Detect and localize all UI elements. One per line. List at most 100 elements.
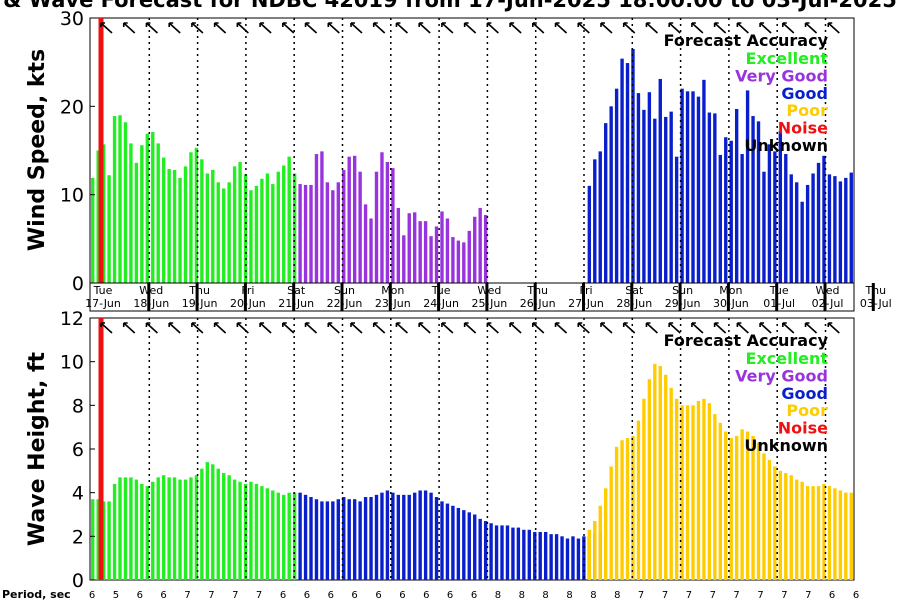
bar-excellent: [129, 477, 133, 580]
bar-excellent: [276, 171, 280, 283]
day-date: 23-Jun: [375, 297, 411, 310]
bar-excellent: [118, 477, 122, 580]
y-tick-label: 30: [60, 8, 84, 30]
bar-poor: [718, 422, 722, 580]
day-weekday: Wed: [139, 284, 163, 297]
bar-very-good: [374, 171, 379, 283]
wind-direction-arrow-icon: [327, 322, 340, 334]
bar-very-good: [336, 182, 340, 283]
bar-very-good: [429, 236, 433, 283]
period-value: 7: [781, 590, 787, 600]
wind-direction-arrow-icon: [327, 22, 340, 34]
bar-good: [336, 499, 340, 580]
day-date: 22-Jun: [327, 297, 363, 310]
bar-excellent: [96, 150, 100, 283]
wind-direction-arrow-icon: [759, 322, 772, 334]
bar-excellent: [189, 477, 193, 580]
bar-good: [762, 171, 766, 283]
bar-good: [795, 182, 799, 283]
bar-excellent: [107, 501, 111, 580]
bar-good: [342, 497, 346, 580]
day-date: 29-Jun: [665, 297, 701, 310]
bar-good: [434, 497, 439, 580]
bar-excellent: [222, 473, 226, 580]
wind-direction-arrow-icon: [418, 22, 431, 34]
bar-good: [538, 531, 542, 580]
wind-direction-arrow-icon: [372, 322, 386, 334]
bar-good: [827, 174, 832, 283]
bar-good: [800, 201, 804, 283]
wind-direction-arrow-icon: [441, 322, 454, 334]
period-row: Period, sec 6 5 6 6 7 7 7 7 6 6 6 6 6 6 6 6 6 8 8 8 8 8 8 7 7 7 7 7…: [2, 588, 859, 600]
bar-good: [467, 512, 471, 580]
day-separator: [871, 283, 875, 311]
wind-direction-arrow-icon: [282, 22, 295, 34]
bar-very-good: [396, 207, 401, 283]
bar-very-good: [320, 151, 324, 283]
bar-poor: [800, 481, 804, 580]
bar-good: [713, 113, 717, 284]
bar-good: [549, 534, 553, 580]
day-date: 25-Jun: [472, 297, 508, 310]
bar-excellent: [134, 479, 139, 580]
day-separator: [533, 283, 537, 311]
wind-direction-arrow-icon: [191, 22, 204, 34]
bar-excellent: [254, 185, 259, 283]
bar-very-good: [331, 190, 335, 283]
bar-good: [533, 531, 537, 580]
bar-good: [369, 497, 373, 580]
period-value: 8: [542, 590, 548, 600]
bar-good: [462, 510, 466, 580]
day-date: 19-Jun: [182, 297, 218, 310]
bar-excellent: [205, 462, 210, 580]
bar-very-good: [358, 171, 362, 283]
bar-poor: [773, 466, 777, 580]
bar-excellent: [123, 122, 128, 283]
bar-good: [822, 155, 826, 283]
legend-entry: Unknown: [744, 136, 828, 155]
legend-entry: Good: [781, 84, 828, 103]
bar-very-good: [445, 218, 450, 283]
wind-direction-arrow-icon: [645, 22, 658, 34]
bar-poor: [674, 398, 679, 580]
bar-good: [407, 494, 411, 580]
bar-excellent: [211, 464, 215, 580]
day-separator: [340, 283, 344, 311]
bar-good: [773, 151, 777, 283]
chart-title: & Wave Forecast for NDBC 42019 from 17-J…: [3, 0, 897, 12]
bar-very-good: [402, 235, 406, 283]
bar-excellent: [183, 479, 188, 580]
bar-good: [680, 88, 684, 283]
bar-poor: [784, 473, 788, 580]
bar-very-good: [434, 226, 439, 283]
bar-poor: [849, 492, 853, 580]
y-tick-label: 20: [60, 96, 84, 118]
bar-excellent: [238, 161, 242, 283]
bar-good: [396, 494, 401, 580]
bar-good: [696, 96, 701, 284]
day-date: 30-Jun: [713, 297, 749, 310]
period-value: 6: [399, 590, 405, 600]
wind-direction-arrow-icon: [668, 322, 681, 334]
bar-poor: [625, 438, 630, 580]
bar-good: [724, 137, 728, 283]
bar-excellent: [227, 475, 231, 580]
legend-title: Forecast Accuracy: [664, 31, 829, 50]
wind-direction-arrow-icon: [372, 22, 386, 34]
bar-very-good: [418, 221, 422, 283]
day-date: 26-Jun: [520, 297, 556, 310]
bar-poor: [844, 492, 848, 580]
bar-good: [489, 523, 493, 580]
bar-excellent: [205, 173, 210, 283]
bar-good: [380, 492, 384, 580]
wind-direction-arrow-icon: [282, 322, 295, 334]
bar-good: [314, 499, 319, 580]
bar-poor: [636, 420, 641, 580]
period-value: 7: [184, 590, 190, 600]
bar-good: [729, 140, 733, 283]
day-separator: [485, 283, 489, 311]
bar-poor: [587, 529, 592, 580]
bar-excellent: [243, 483, 248, 580]
bar-good: [402, 494, 406, 580]
bar-poor: [614, 446, 619, 580]
